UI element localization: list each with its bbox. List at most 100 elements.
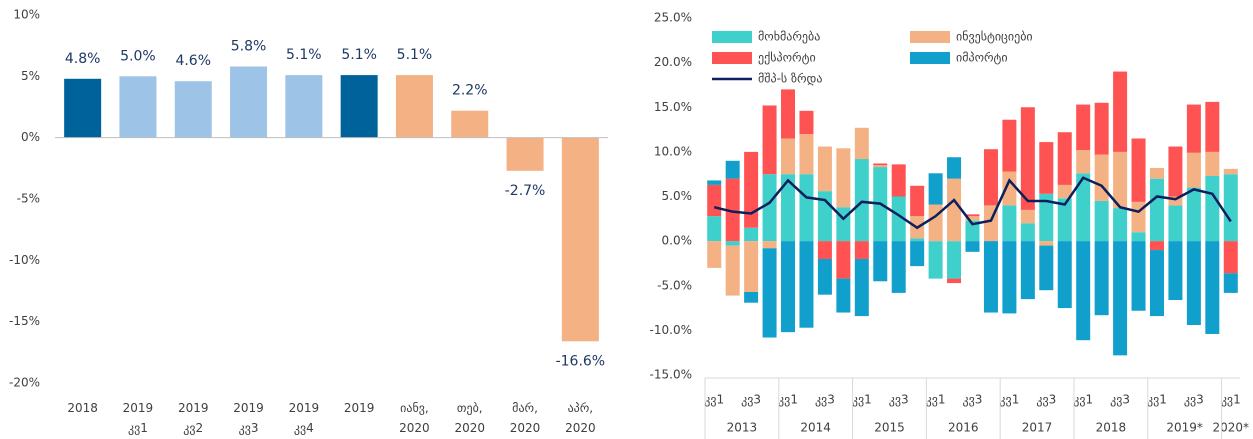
legend-swatch [910,31,950,43]
bar-segment [873,241,888,282]
bar-segment [983,149,998,206]
legend-swatch [910,52,950,64]
y-tick-label: -20% [9,376,40,390]
bar-segment [1094,154,1109,201]
bar-segment [1057,132,1072,185]
y-tick-label: -10% [9,253,40,267]
bar-segment [781,138,796,175]
bar-segment [1002,119,1017,172]
x-tick-label: მარ, 2020 [509,401,541,435]
value-label: 5.1% [286,47,322,63]
bar-segment [725,245,740,296]
bar-segment [891,196,906,242]
bar-segment [1223,168,1238,175]
group-label: 2020* [1213,421,1250,435]
bar-segment [928,173,943,205]
bar-segment [817,258,832,295]
y-tick-label: 10% [13,8,40,22]
value-label: 2.2% [452,83,488,99]
bar-segment [1076,150,1091,174]
bar-segment [836,278,851,313]
bar-segment [1113,241,1128,356]
bar-segment [707,180,722,185]
bar-segment [910,238,925,242]
bar-segment [1094,200,1109,242]
x-tick-label: კვ1 [852,393,872,407]
y-tick-label: -15.0% [650,368,692,382]
y-tick-label: -10.0% [650,323,692,337]
bar-segment [762,105,777,175]
x-tick-label: კვ1 [1073,393,1093,407]
bar [285,75,323,138]
bar-segment [1094,241,1109,316]
x-tick-label: თებ, 2020 [454,401,486,435]
group-label: 2018 [1096,421,1127,435]
bar [340,75,378,138]
bar-segment [817,241,832,259]
x-tick-label: კვ1 [1147,393,1167,407]
bar-segment [854,258,869,317]
bar-segment [725,160,740,179]
y-tick-label: 25.0% [654,11,692,25]
x-tick-label: 2019 კვ3 [233,401,264,435]
bar-segment [1039,142,1054,194]
legend-label: ინვესტიციები [956,30,1033,44]
bar-segment [854,241,869,259]
group-label: 2015 [874,421,905,435]
bar-segment [1020,223,1035,242]
bar-segment [891,241,906,293]
bar-segment [781,174,796,242]
value-label: -2.7% [505,183,546,199]
y-tick-label: 5% [21,69,40,83]
bar-segment [1149,241,1164,251]
y-tick-label: 5.0% [662,189,693,203]
bar-segment [762,241,777,249]
bar-segment [799,110,814,135]
bar-segment [947,241,962,279]
bar-segment [707,184,722,217]
bar-segment [1113,208,1128,242]
y-tick-label: 15.0% [654,100,692,114]
group-label: 2019* [1166,421,1203,435]
bar-segment [1223,273,1238,293]
x-tick-label: იანვ, 2020 [399,401,430,435]
legend-label: მოხმარება [758,30,820,44]
bar-segment [1149,250,1164,317]
bar-segment [1002,241,1017,314]
bar-segment [744,151,759,228]
bar-segment [1186,104,1201,153]
bar-segment [1149,167,1164,179]
bar-segment [1205,101,1220,152]
bar-segment [799,174,814,242]
value-label: 4.8% [65,51,101,67]
bar-segment [1076,173,1091,242]
bar-segment [1223,241,1238,274]
bar-segment [983,241,998,313]
x-tick-label: კვ3 [1036,393,1056,407]
bar-segment [707,216,722,242]
value-label: 5.0% [120,48,156,64]
y-tick-label: -5% [17,192,40,206]
x-tick-label: კვ3 [1110,393,1130,407]
bar-segment [1094,102,1109,155]
bar-segment [781,89,796,139]
bar-segment [1076,104,1091,151]
bar-segment [1186,187,1201,242]
bar-segment [965,241,980,252]
bar-segment [1002,205,1017,242]
bar-segment [854,127,869,160]
bar [451,110,489,138]
line [713,176,1232,230]
group-label: 2014 [800,421,831,435]
bar-segment [1131,232,1146,242]
bar-segment [947,157,962,179]
bar-segment [965,216,980,221]
y-tick-label: -5.0% [657,278,692,292]
bar-segment [744,291,759,303]
value-label: 5.8% [231,39,267,55]
bar-segment [725,241,740,246]
bar-segment [1076,241,1091,341]
x-tick-label: კვ1 [704,393,724,407]
bar-segment [1020,209,1035,224]
